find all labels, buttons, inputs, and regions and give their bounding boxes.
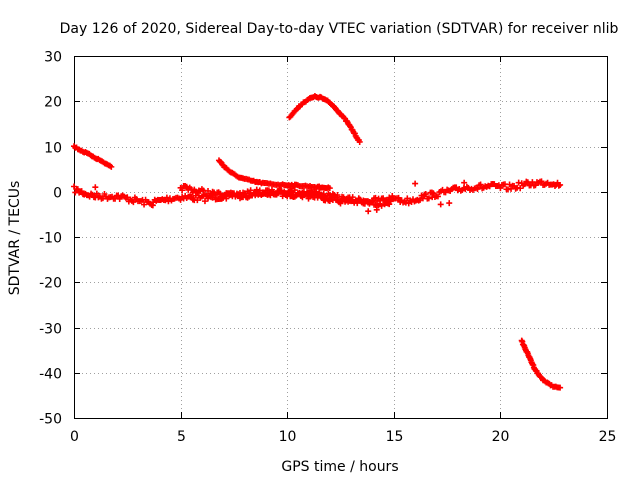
y-tick-label: 0 <box>53 186 62 202</box>
data-point <box>323 194 330 201</box>
data-point <box>316 189 323 196</box>
data-point <box>532 182 539 189</box>
y-tick-label: 30 <box>44 50 62 66</box>
series-main-band-b <box>177 182 397 207</box>
y-tick-label: -30 <box>39 322 62 338</box>
chart-title: Day 126 of 2020, Sidereal Day-to-day VTE… <box>60 21 619 37</box>
y-tick-label: -20 <box>39 276 62 292</box>
tick-labels: 0 5 10 15 20 25 -50 -40 -30 -20 -10 0 10 20 30 <box>39 50 616 446</box>
data-point <box>497 185 504 192</box>
y-tick-label: -40 <box>39 367 62 383</box>
data-point <box>149 202 156 209</box>
data-point <box>273 191 280 198</box>
data-point <box>130 199 137 206</box>
x-tick-label: 10 <box>279 429 297 445</box>
data-point <box>429 194 436 201</box>
data-point <box>194 197 201 204</box>
series-arc-peak <box>286 93 363 145</box>
data-point <box>437 201 444 208</box>
data-point <box>557 384 564 391</box>
y-tick-label: 20 <box>44 95 62 111</box>
series-main-band-c <box>397 178 564 207</box>
data-point <box>434 193 441 200</box>
data-point <box>422 191 429 198</box>
data-point <box>92 184 99 191</box>
series-arc-late-drop <box>518 337 564 391</box>
data-point <box>201 198 208 205</box>
y-axis-label: SDTVAR / TECUs <box>7 181 23 296</box>
data-point <box>108 163 115 170</box>
data-point <box>378 202 385 209</box>
data-point <box>537 374 544 381</box>
x-tick-label: 5 <box>177 429 186 445</box>
data-point <box>538 178 545 185</box>
x-tick-label: 20 <box>492 429 510 445</box>
data-point <box>506 181 513 188</box>
data-point <box>365 208 372 215</box>
data-point <box>326 185 333 192</box>
data-point <box>412 180 419 187</box>
data-point <box>387 198 394 205</box>
plot-frame <box>74 56 608 419</box>
grid <box>74 56 607 418</box>
data-points <box>71 93 564 391</box>
data-point <box>93 190 100 197</box>
data-point <box>390 195 397 202</box>
data-point <box>235 191 242 198</box>
y-tick-label: -50 <box>39 412 62 428</box>
data-point <box>386 194 393 201</box>
data-point <box>179 187 186 194</box>
data-point <box>334 192 341 199</box>
data-point <box>349 194 356 201</box>
x-tick-label: 15 <box>386 429 404 445</box>
data-point <box>183 183 190 190</box>
data-point <box>461 179 468 186</box>
data-point <box>291 187 298 194</box>
data-point <box>141 201 148 208</box>
data-point <box>223 195 230 202</box>
data-point <box>446 200 453 207</box>
data-point <box>124 194 131 201</box>
series-scatter-points <box>92 179 468 215</box>
data-point <box>477 181 484 188</box>
data-point <box>278 187 285 194</box>
series-arc-early <box>71 143 115 170</box>
data-point <box>425 195 432 202</box>
data-point <box>337 197 344 204</box>
data-point <box>373 206 380 213</box>
data-point <box>517 185 524 192</box>
x-tick-label: 25 <box>599 429 617 445</box>
x-tick-label: 0 <box>70 429 79 445</box>
data-point <box>177 196 184 203</box>
x-axis-label: GPS time / hours <box>281 459 398 475</box>
y-tick-label: -10 <box>39 231 62 247</box>
data-point <box>430 190 437 197</box>
series-arc-morning <box>215 157 333 192</box>
y-tick-label: 10 <box>44 141 62 157</box>
data-point <box>247 187 254 194</box>
data-point <box>557 181 564 188</box>
data-point <box>356 138 363 145</box>
data-point <box>372 194 379 201</box>
data-point <box>328 196 335 203</box>
